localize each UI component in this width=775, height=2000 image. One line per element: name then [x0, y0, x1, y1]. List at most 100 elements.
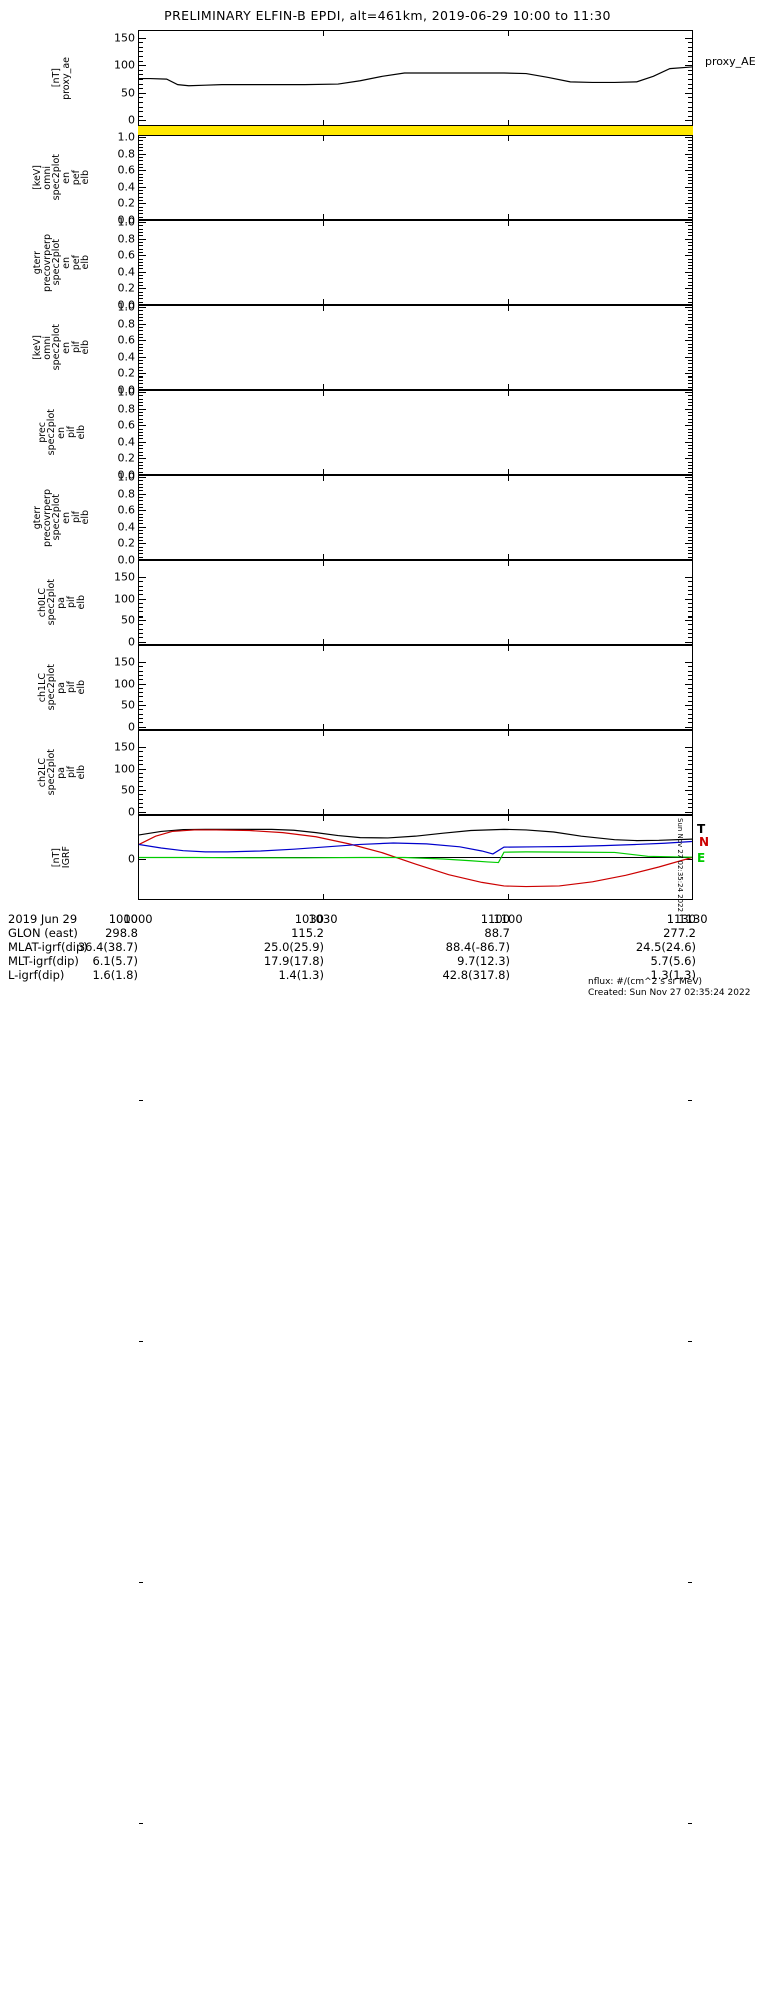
ytick-minor — [139, 150, 143, 152]
ytick-minor — [139, 674, 143, 676]
ytick-minor — [688, 666, 692, 668]
table-cell: 6.1(5.7) — [92, 954, 138, 968]
ytick-minor — [139, 383, 143, 385]
ytick-minor — [688, 60, 692, 62]
ytick-minor — [688, 401, 692, 403]
ylabel-line: elb — [80, 510, 92, 525]
ytick-minor — [688, 370, 692, 372]
ytick-label-pif-en-omni-1: 0.2 — [117, 366, 136, 380]
ytick-minor — [688, 709, 692, 711]
ylabel-igrf: IGRF [nT] — [8, 815, 116, 900]
ylabel-line: [keV] — [31, 165, 43, 190]
ytick-major — [685, 356, 692, 358]
trace-igrf-down — [139, 851, 692, 864]
ytick-minor — [139, 350, 143, 352]
table-cell: 115.2 — [291, 926, 324, 940]
ytick-minor — [139, 709, 143, 711]
ytick-minor — [139, 173, 143, 175]
ytick-minor — [688, 674, 692, 676]
ytick-minor — [139, 1581, 143, 1583]
x-tick-label: 1030 — [308, 912, 338, 926]
ytick-minor — [139, 617, 143, 619]
ytick-major — [685, 477, 692, 478]
ytick-minor — [688, 1581, 692, 1583]
ytick-minor — [688, 628, 692, 630]
ylabel-proxy-ae: proxy_ae [nT] — [8, 30, 116, 126]
ytick-minor — [688, 106, 692, 108]
ytick-minor — [139, 431, 143, 433]
ytick-minor — [688, 751, 692, 753]
ytick-minor — [688, 235, 692, 237]
ytick-minor — [688, 520, 692, 522]
ytick-label-pif-en-prec-4: 0.8 — [117, 402, 136, 416]
ytick-minor — [688, 301, 692, 303]
ytick-minor — [688, 415, 692, 417]
ylabel-line: en — [61, 341, 72, 354]
ytick-major — [139, 170, 146, 172]
ytick-minor — [688, 111, 692, 113]
ytick-minor — [139, 483, 143, 485]
xtick-major — [323, 469, 325, 474]
ytick-major — [139, 858, 146, 860]
ytick-minor — [139, 160, 143, 162]
ytick-minor — [139, 628, 143, 630]
ytick-minor — [139, 343, 143, 345]
ylabel-line: gterr — [31, 250, 43, 275]
ytick-major — [685, 458, 692, 460]
ytick-minor — [688, 102, 692, 104]
table-cell: 42.8(317.8) — [442, 968, 510, 982]
ylabel-line: elb — [75, 425, 87, 440]
ytick-label-pef-en-precovrperp-gterr-3: 0.6 — [117, 248, 136, 262]
ytick-major — [685, 683, 692, 685]
ytick-minor — [139, 523, 143, 525]
panel-pif-en-prec: 0.0 0.2 0.4 0.6 0.8 1.0 — [118, 387, 693, 481]
ytick-minor — [688, 51, 692, 53]
table-cell: 298.8 — [105, 926, 138, 940]
xtick-major — [507, 299, 509, 304]
ytick-minor — [139, 370, 143, 372]
ytick-minor — [688, 540, 692, 542]
ytick-label-pif-en-precovrperp-gterr-4: 0.8 — [117, 487, 136, 501]
ytick-minor — [688, 468, 692, 470]
ytick-minor — [688, 88, 692, 90]
ytick-minor — [688, 213, 692, 215]
ytick-minor — [688, 1822, 692, 1824]
traces-proxy-ae — [139, 66, 692, 87]
ytick-minor — [139, 418, 143, 420]
ytick-major — [685, 425, 692, 427]
ytick-minor — [139, 546, 143, 548]
panel-pif-en-precovrperp-gterr: 0.0 0.2 0.4 0.6 0.8 1.0 — [118, 472, 693, 566]
ytick-minor — [688, 275, 692, 277]
ytick-minor — [139, 480, 143, 482]
ytick-minor — [688, 333, 692, 335]
ytick-major — [685, 307, 692, 308]
ytick-minor — [688, 196, 692, 198]
ytick-minor — [139, 516, 143, 518]
ytick-minor — [139, 51, 143, 53]
ytick-minor — [139, 632, 143, 634]
ytick-minor — [688, 670, 692, 672]
table-cell: 1.3(1.3) — [650, 968, 696, 982]
ylabel-line: spec2plot — [51, 154, 63, 201]
ylabel-line: proxy_ae — [61, 56, 72, 100]
ytick-major — [139, 120, 146, 122]
ytick-minor — [139, 666, 143, 668]
ytick-minor — [688, 74, 692, 76]
ytick-minor — [139, 550, 143, 552]
ytick-minor — [139, 216, 143, 218]
ytick-minor — [688, 343, 692, 345]
xtick-major — [323, 809, 325, 814]
xtick-major — [323, 561, 325, 566]
ytick-minor — [688, 193, 692, 195]
ytick-minor — [139, 275, 143, 277]
ytick-minor — [688, 553, 692, 555]
ytick-major — [139, 747, 146, 749]
ytick-minor — [139, 285, 143, 287]
x-tick-label: 1000 — [123, 912, 153, 926]
panel-proxy-ae: 0 50 100 150 — [114, 30, 693, 126]
ytick-minor — [688, 140, 692, 142]
xtick-major — [507, 384, 509, 389]
ytick-minor — [139, 360, 143, 362]
ytick-minor — [139, 486, 143, 488]
ylabel-line: pef — [70, 169, 82, 186]
